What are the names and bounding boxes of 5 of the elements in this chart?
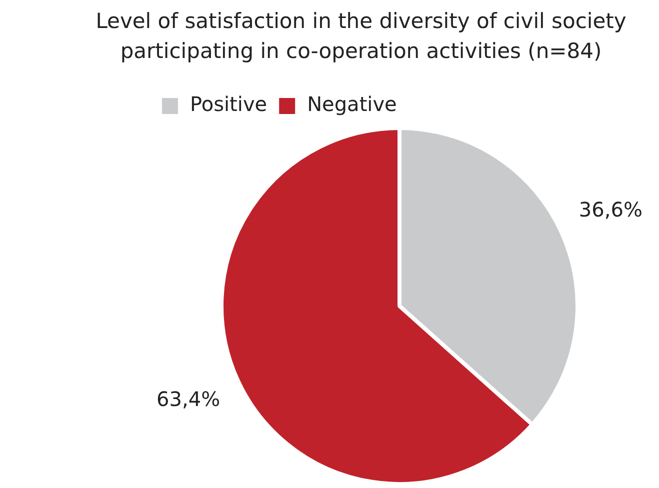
legend-label: Positive — [190, 92, 268, 116]
data-label: 63,4% — [156, 386, 220, 411]
data-label: 36,6% — [578, 198, 642, 222]
chart-title: Level of satisfaction in the diversity of civil society participating in co-operation activities (n=84) — [94, 8, 628, 65]
legend-label: Negative — [307, 92, 397, 116]
